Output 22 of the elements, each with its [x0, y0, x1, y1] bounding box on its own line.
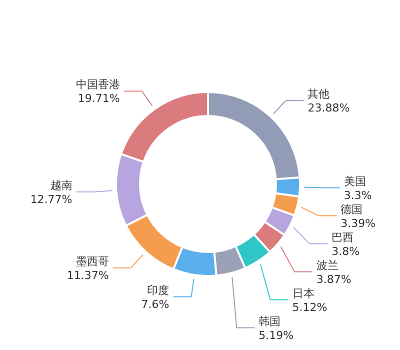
- slice-label: 越南: [50, 178, 72, 192]
- slice-label: 中国香港: [76, 78, 120, 92]
- data-label: 5.19%: [258, 328, 294, 342]
- slice-label: 日本: [292, 286, 314, 300]
- slice-label: 韩国: [258, 314, 281, 328]
- data-label: 3.39%: [340, 216, 376, 230]
- data-label: 19.71%: [78, 92, 120, 106]
- data-label: 23.88%: [308, 102, 350, 115]
- data-label: 3.87%: [316, 272, 352, 286]
- data-label: 5.12%: [292, 300, 328, 314]
- slice-label: 波兰: [316, 258, 338, 272]
- slice-label: 巴西: [332, 230, 354, 244]
- data-label: 11.37%: [66, 268, 109, 282]
- data-label: 3.8%: [332, 244, 360, 258]
- data-label: 7.6%: [141, 298, 170, 311]
- data-label: 3.3%: [344, 188, 372, 202]
- data-label: 12.77%: [30, 192, 72, 206]
- slice-label: 印度: [147, 284, 170, 297]
- slice-label: 墨西哥: [76, 254, 109, 268]
- slice-label: 美国: [344, 174, 366, 188]
- slice-label: 德国: [340, 202, 363, 216]
- slice-label: 其他: [308, 88, 330, 101]
